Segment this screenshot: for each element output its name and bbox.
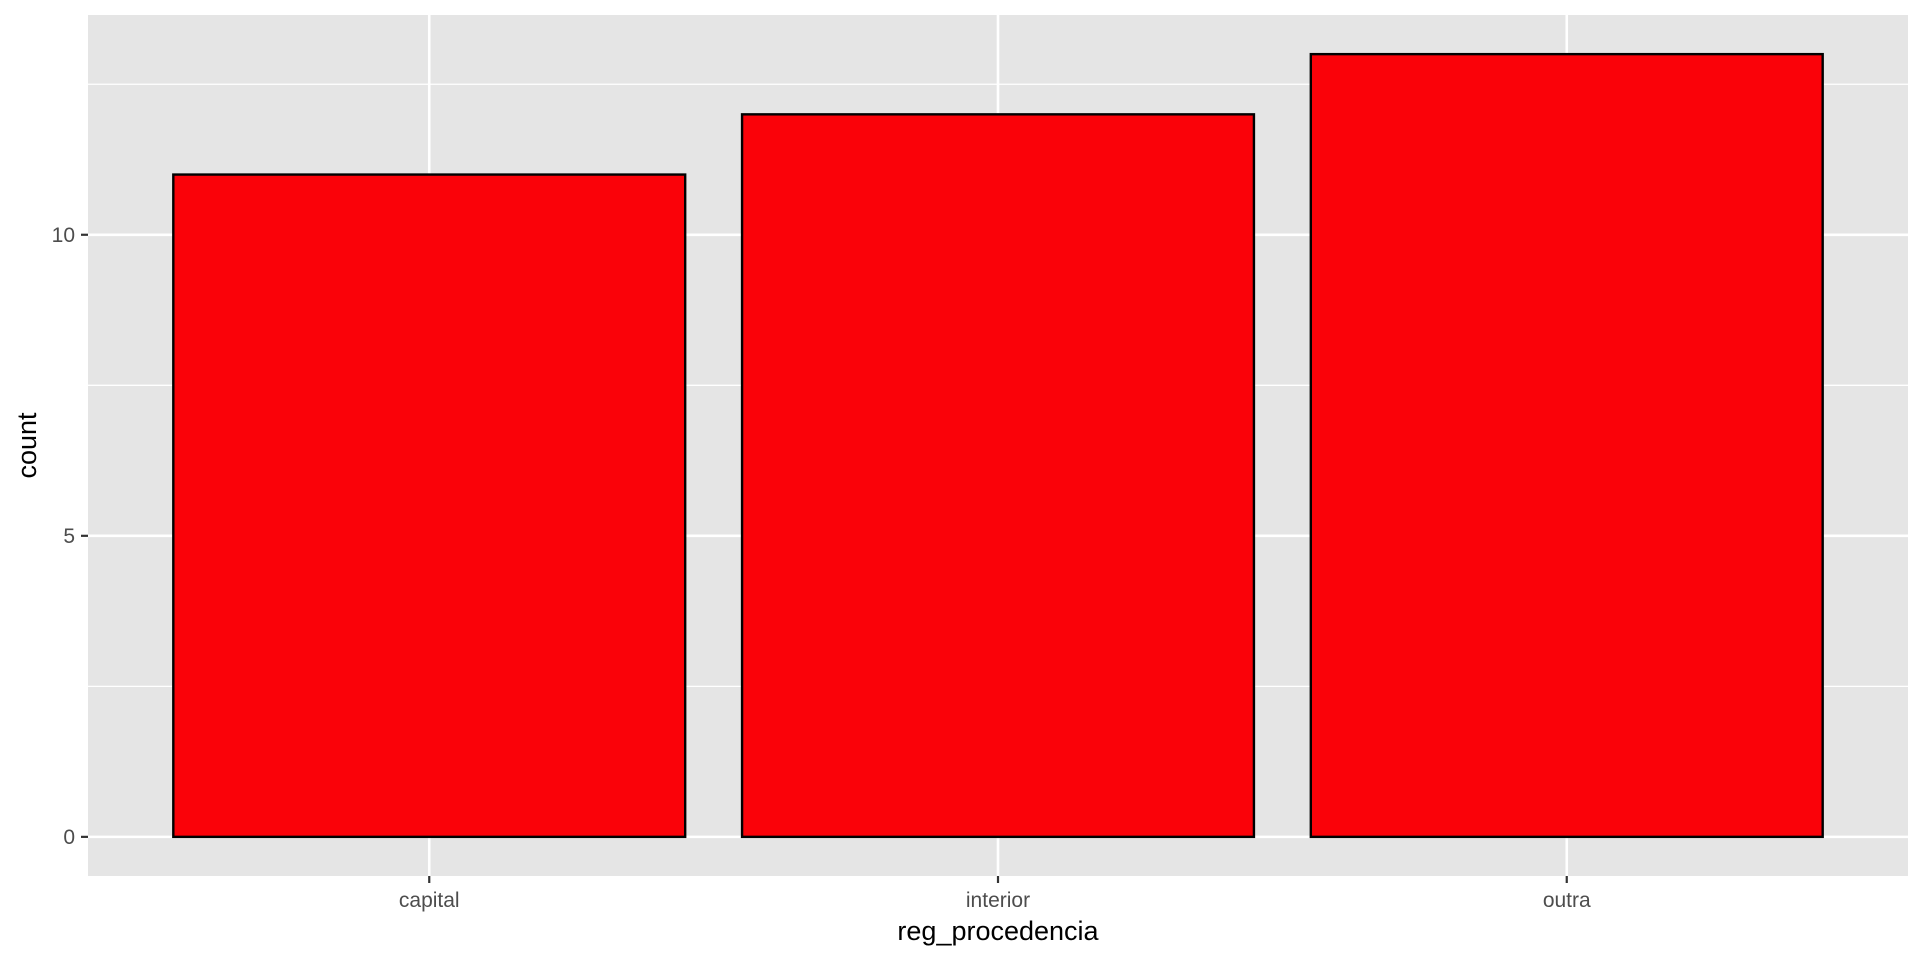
x-tick-label: outra (1543, 889, 1591, 912)
x-axis-title: reg_procedencia (897, 916, 1099, 946)
y-tick-label: 5 (63, 525, 75, 548)
bars (172, 52, 1824, 839)
x-tick-label: interior (966, 889, 1030, 912)
bar-interior (740, 113, 1256, 839)
axes: 0 5 10 capital interior outra (52, 224, 1591, 912)
x-tick-label: capital (399, 889, 460, 912)
y-tick-label: 0 (63, 826, 75, 849)
bar-outra (1309, 52, 1824, 839)
bar-capital (172, 173, 687, 839)
y-axis-title: count (12, 412, 42, 479)
y-tick-label: 10 (52, 224, 75, 247)
